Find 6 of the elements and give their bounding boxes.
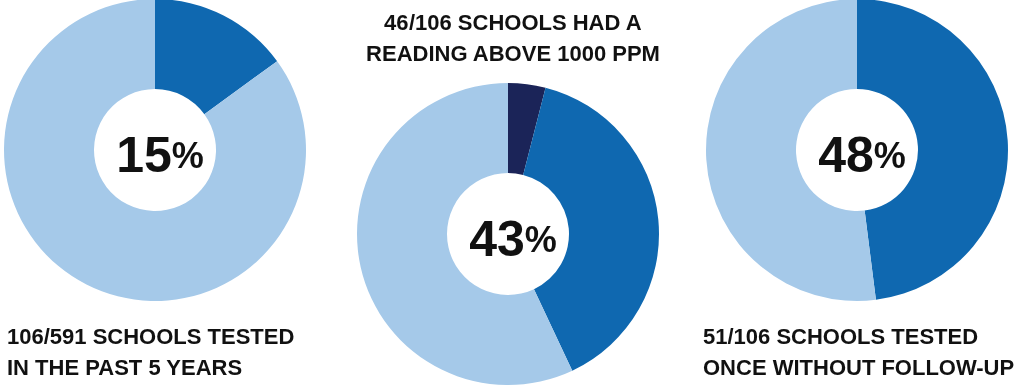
- text: 51/106 SCHOOLS TESTED ONCE WITHOUT FOLLOW-UP: [703, 324, 1015, 380]
- text: 48%: [818, 127, 906, 183]
- chart-title: 46/106 SCHOOLS HAD A READING ABOVE 1000 PPM: [366, 10, 660, 66]
- text: 106/591 SCHOOLS TESTED IN THE PAST 5 YEARS: [7, 324, 295, 380]
- text: 15%: [116, 127, 204, 183]
- text: 43%: [469, 211, 557, 267]
